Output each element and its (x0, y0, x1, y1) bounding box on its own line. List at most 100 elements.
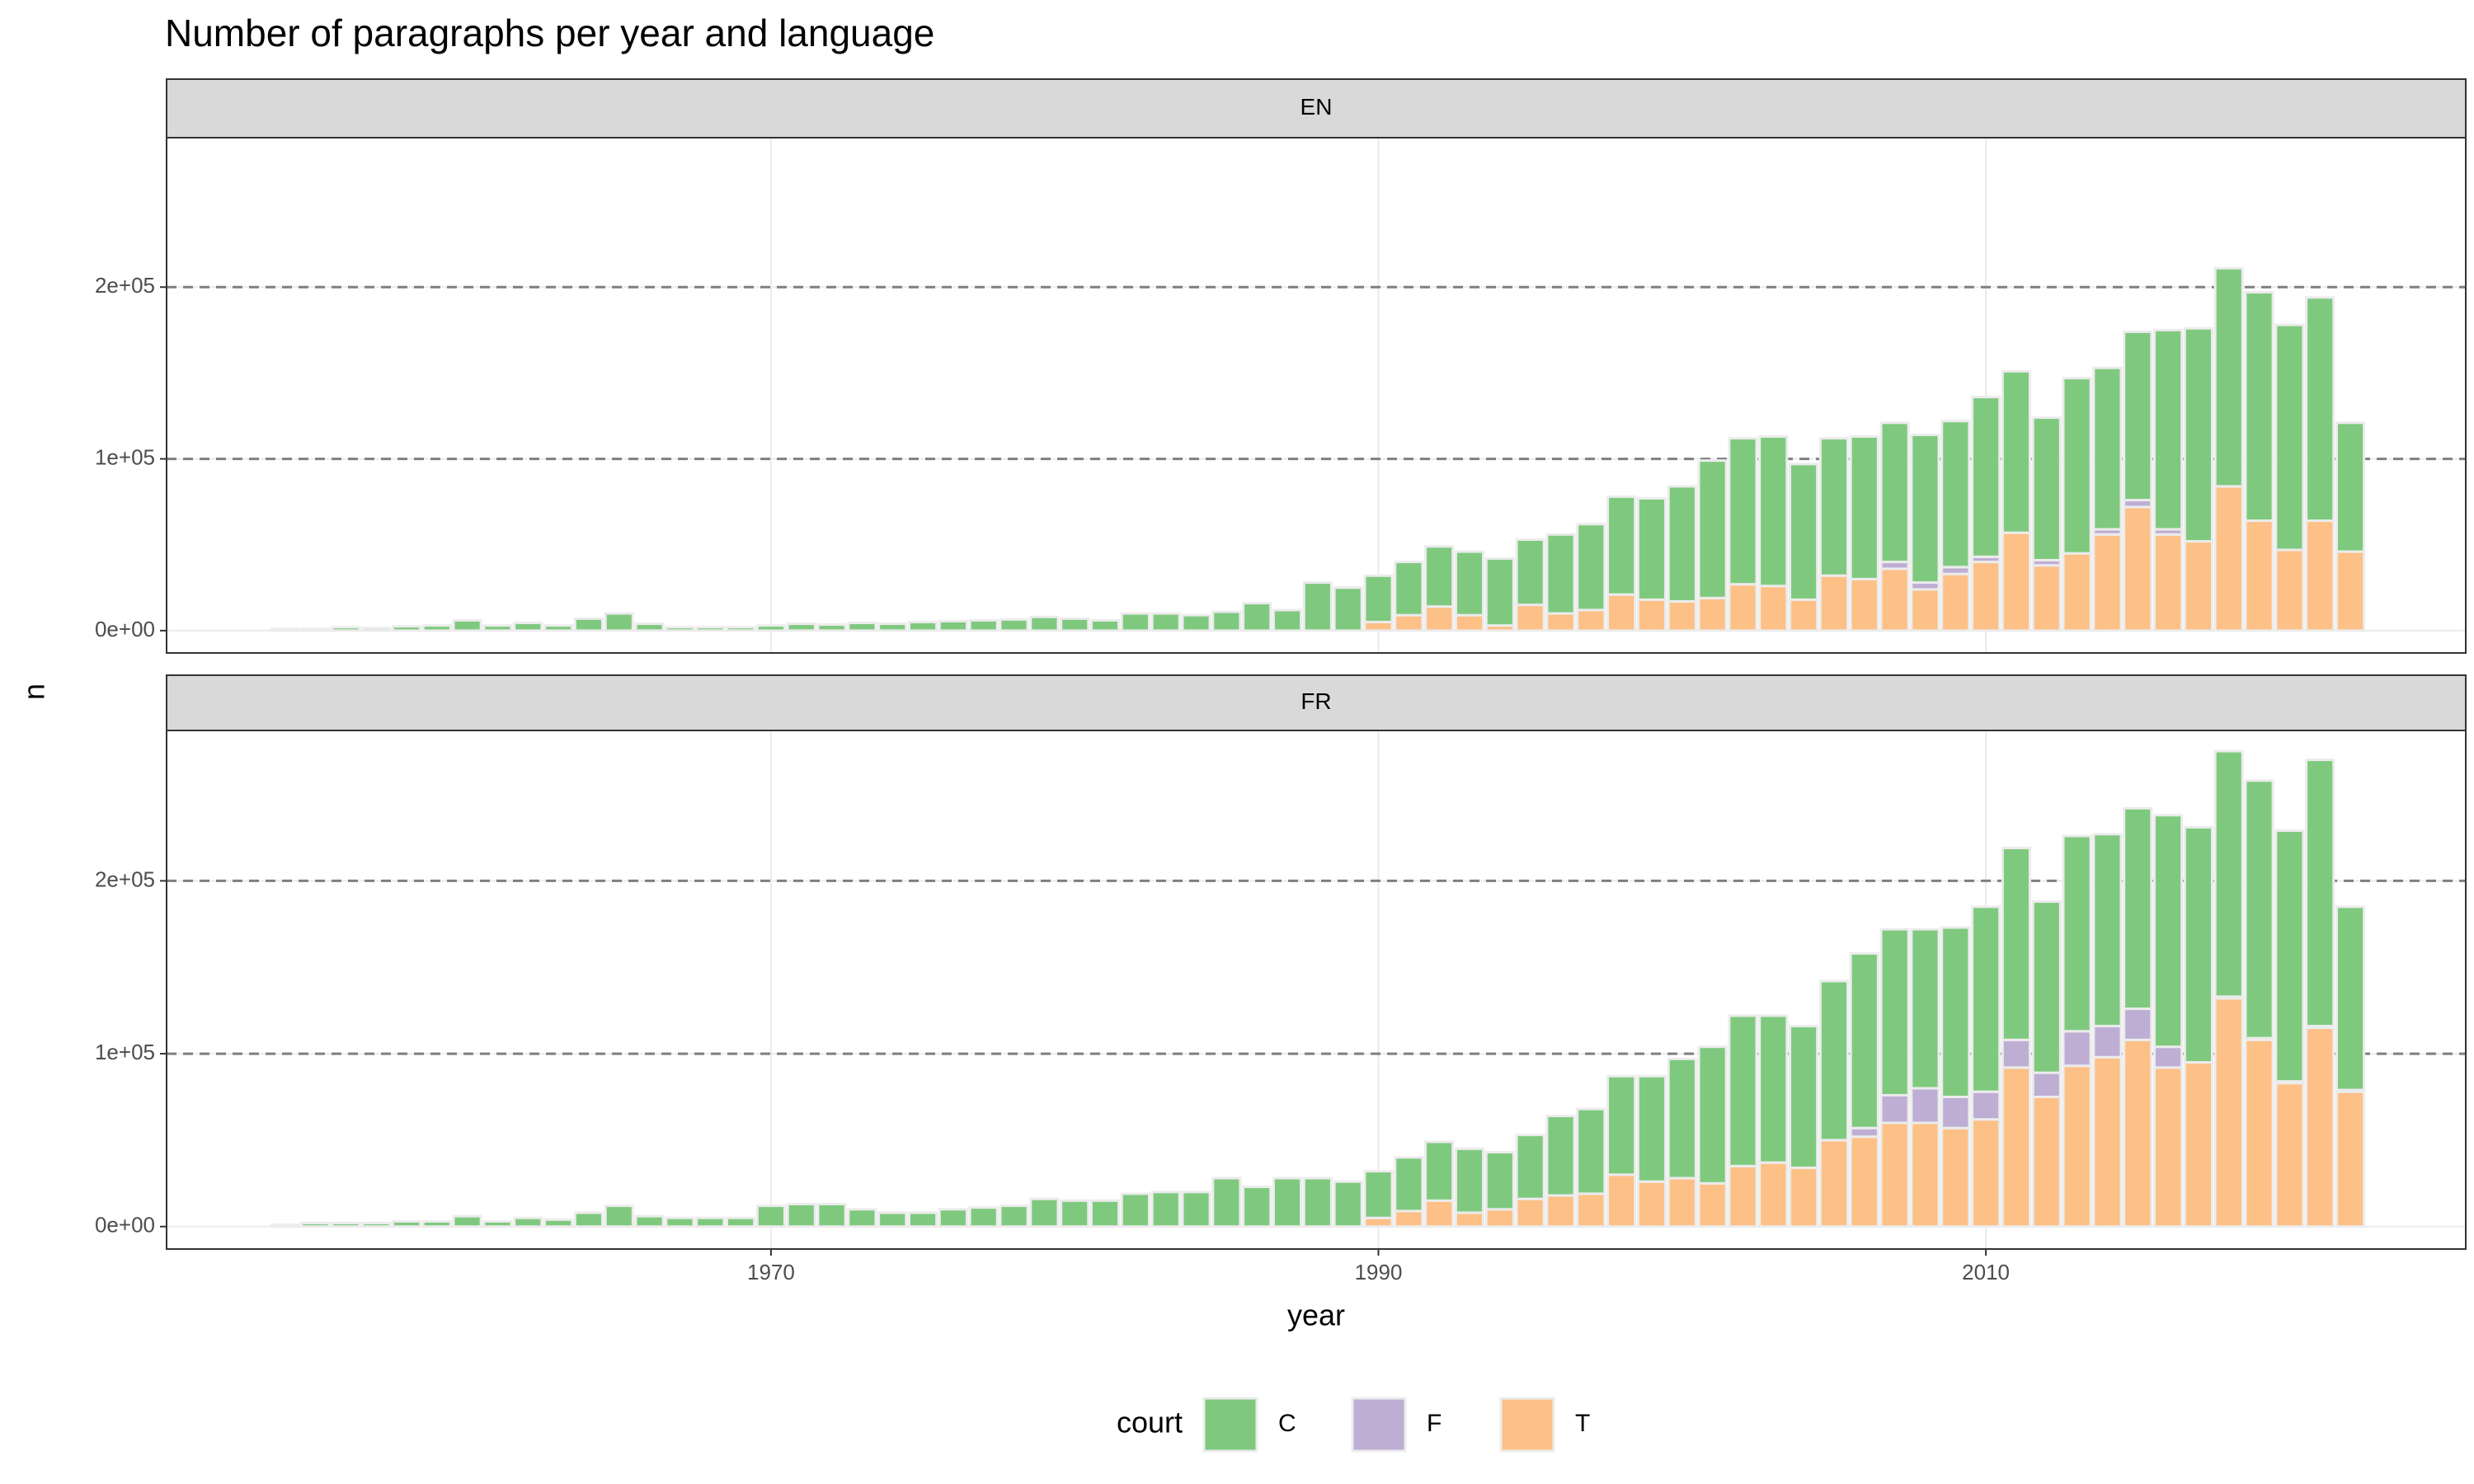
bar-segment (1181, 1190, 1211, 1228)
bar-segment (1211, 1176, 1242, 1228)
bar-segment (1029, 615, 1060, 632)
bar-segment (452, 618, 482, 632)
bar-segment (2123, 806, 2153, 1011)
bar-segment (1606, 1173, 1637, 1228)
bar-segment (1484, 1151, 1515, 1211)
bar-segment (1789, 463, 1819, 601)
bar-segment (2123, 330, 2153, 502)
bar-segment (1971, 396, 2001, 558)
bar-segment (877, 622, 908, 632)
bar-segment (1697, 596, 1728, 632)
bar-segment (2274, 1082, 2305, 1228)
bar-segment (1667, 1176, 1697, 1228)
bar-segment (2305, 758, 2335, 1028)
bar-segment (2062, 834, 2092, 1033)
bar-segment (1818, 1139, 1850, 1228)
y-tick-label: 0e+00 (95, 617, 155, 641)
bar-segment (999, 1205, 1029, 1228)
bar-segment (1454, 550, 1485, 617)
y-tick-label: 1e+05 (95, 444, 155, 469)
bar-segment (2244, 779, 2274, 1040)
bar-segment (1636, 1074, 1667, 1183)
bar-segment (1940, 926, 1971, 1098)
bar-segment (1667, 485, 1697, 603)
bar-segment (1849, 951, 1879, 1129)
facet-label: EN (1300, 94, 1333, 120)
facet-label: FR (1300, 688, 1331, 714)
bar-segment (1515, 1134, 1545, 1200)
bar-segment (907, 621, 938, 632)
bar-segment (1333, 1180, 1363, 1228)
bar-segment (2001, 531, 2031, 632)
panel-border (166, 730, 2467, 1250)
panel-border (166, 137, 2467, 654)
bar-segment (270, 1223, 300, 1228)
bar-segment (1089, 1199, 1121, 1228)
bar-segment (1242, 1186, 1272, 1228)
bar-segment (847, 622, 877, 632)
bar-segment (1910, 433, 1940, 585)
bar-segment (1879, 567, 1910, 632)
bar-segment (1728, 437, 1758, 586)
bar-segment (1758, 1161, 1789, 1228)
bar-segment (2092, 833, 2123, 1028)
facet-strip (166, 674, 2467, 731)
bar-segment (1272, 1176, 1303, 1228)
bar-segment (300, 1222, 331, 1228)
bar-segment (1728, 1014, 1758, 1167)
bar-segment (1576, 1192, 1606, 1228)
bar-segment (1424, 545, 1455, 608)
bar-segment (816, 623, 847, 632)
bar-segment (2274, 548, 2305, 632)
bar-segment (361, 1222, 392, 1228)
y-tick-label: 2e+05 (95, 273, 155, 298)
bar-segment (2244, 519, 2274, 632)
bar-segment (604, 1205, 634, 1228)
bar-segment (2305, 1026, 2335, 1228)
bar-segment (1424, 1140, 1455, 1202)
bar-segment (421, 624, 452, 632)
bar-segment (391, 1219, 422, 1228)
bar-segment (1545, 1115, 1576, 1197)
bar-segment (1910, 928, 1940, 1090)
x-axis-label: year (1287, 1298, 1345, 1332)
bar-segment (755, 624, 786, 632)
bar-segment (1940, 1095, 1971, 1129)
bar-segment (2001, 847, 2031, 1041)
bar-segment (1789, 1166, 1819, 1228)
bar-segment (2001, 1066, 2031, 1228)
bar-segment (1849, 435, 1879, 580)
bar-segment (482, 1219, 513, 1228)
bar-segment (2152, 1066, 2184, 1228)
legend-key (1499, 1397, 1555, 1453)
bar-segment (1636, 1180, 1667, 1228)
bar-segment (2092, 533, 2123, 632)
bar-segment (1910, 1087, 1940, 1125)
bar-segment (1879, 928, 1910, 1097)
bar-segment (1910, 588, 1940, 632)
bar-segment (2213, 749, 2244, 998)
bar-segment (543, 1218, 574, 1228)
bar-segment (482, 624, 513, 632)
bar-segment (331, 1222, 361, 1228)
bar-segment (2213, 266, 2244, 488)
bar-segment (1545, 533, 1576, 615)
bar-segment (1971, 905, 2001, 1093)
bar-segment (1150, 612, 1181, 632)
bar-segment (1606, 593, 1637, 632)
bar-segment (2244, 291, 2274, 523)
bar-segment (1818, 979, 1850, 1142)
bar-segment (1515, 603, 1545, 632)
bar-segment (907, 1211, 938, 1228)
bar-segment (2305, 296, 2335, 523)
bar-segment (573, 1211, 604, 1228)
bar-segment (513, 622, 543, 632)
bar-segment (543, 624, 574, 632)
bar-segment (1363, 574, 1394, 623)
bar-segment (452, 1214, 482, 1228)
bar-segment (1697, 459, 1728, 599)
bar-segment (1484, 556, 1515, 627)
bar-segment (361, 627, 392, 632)
